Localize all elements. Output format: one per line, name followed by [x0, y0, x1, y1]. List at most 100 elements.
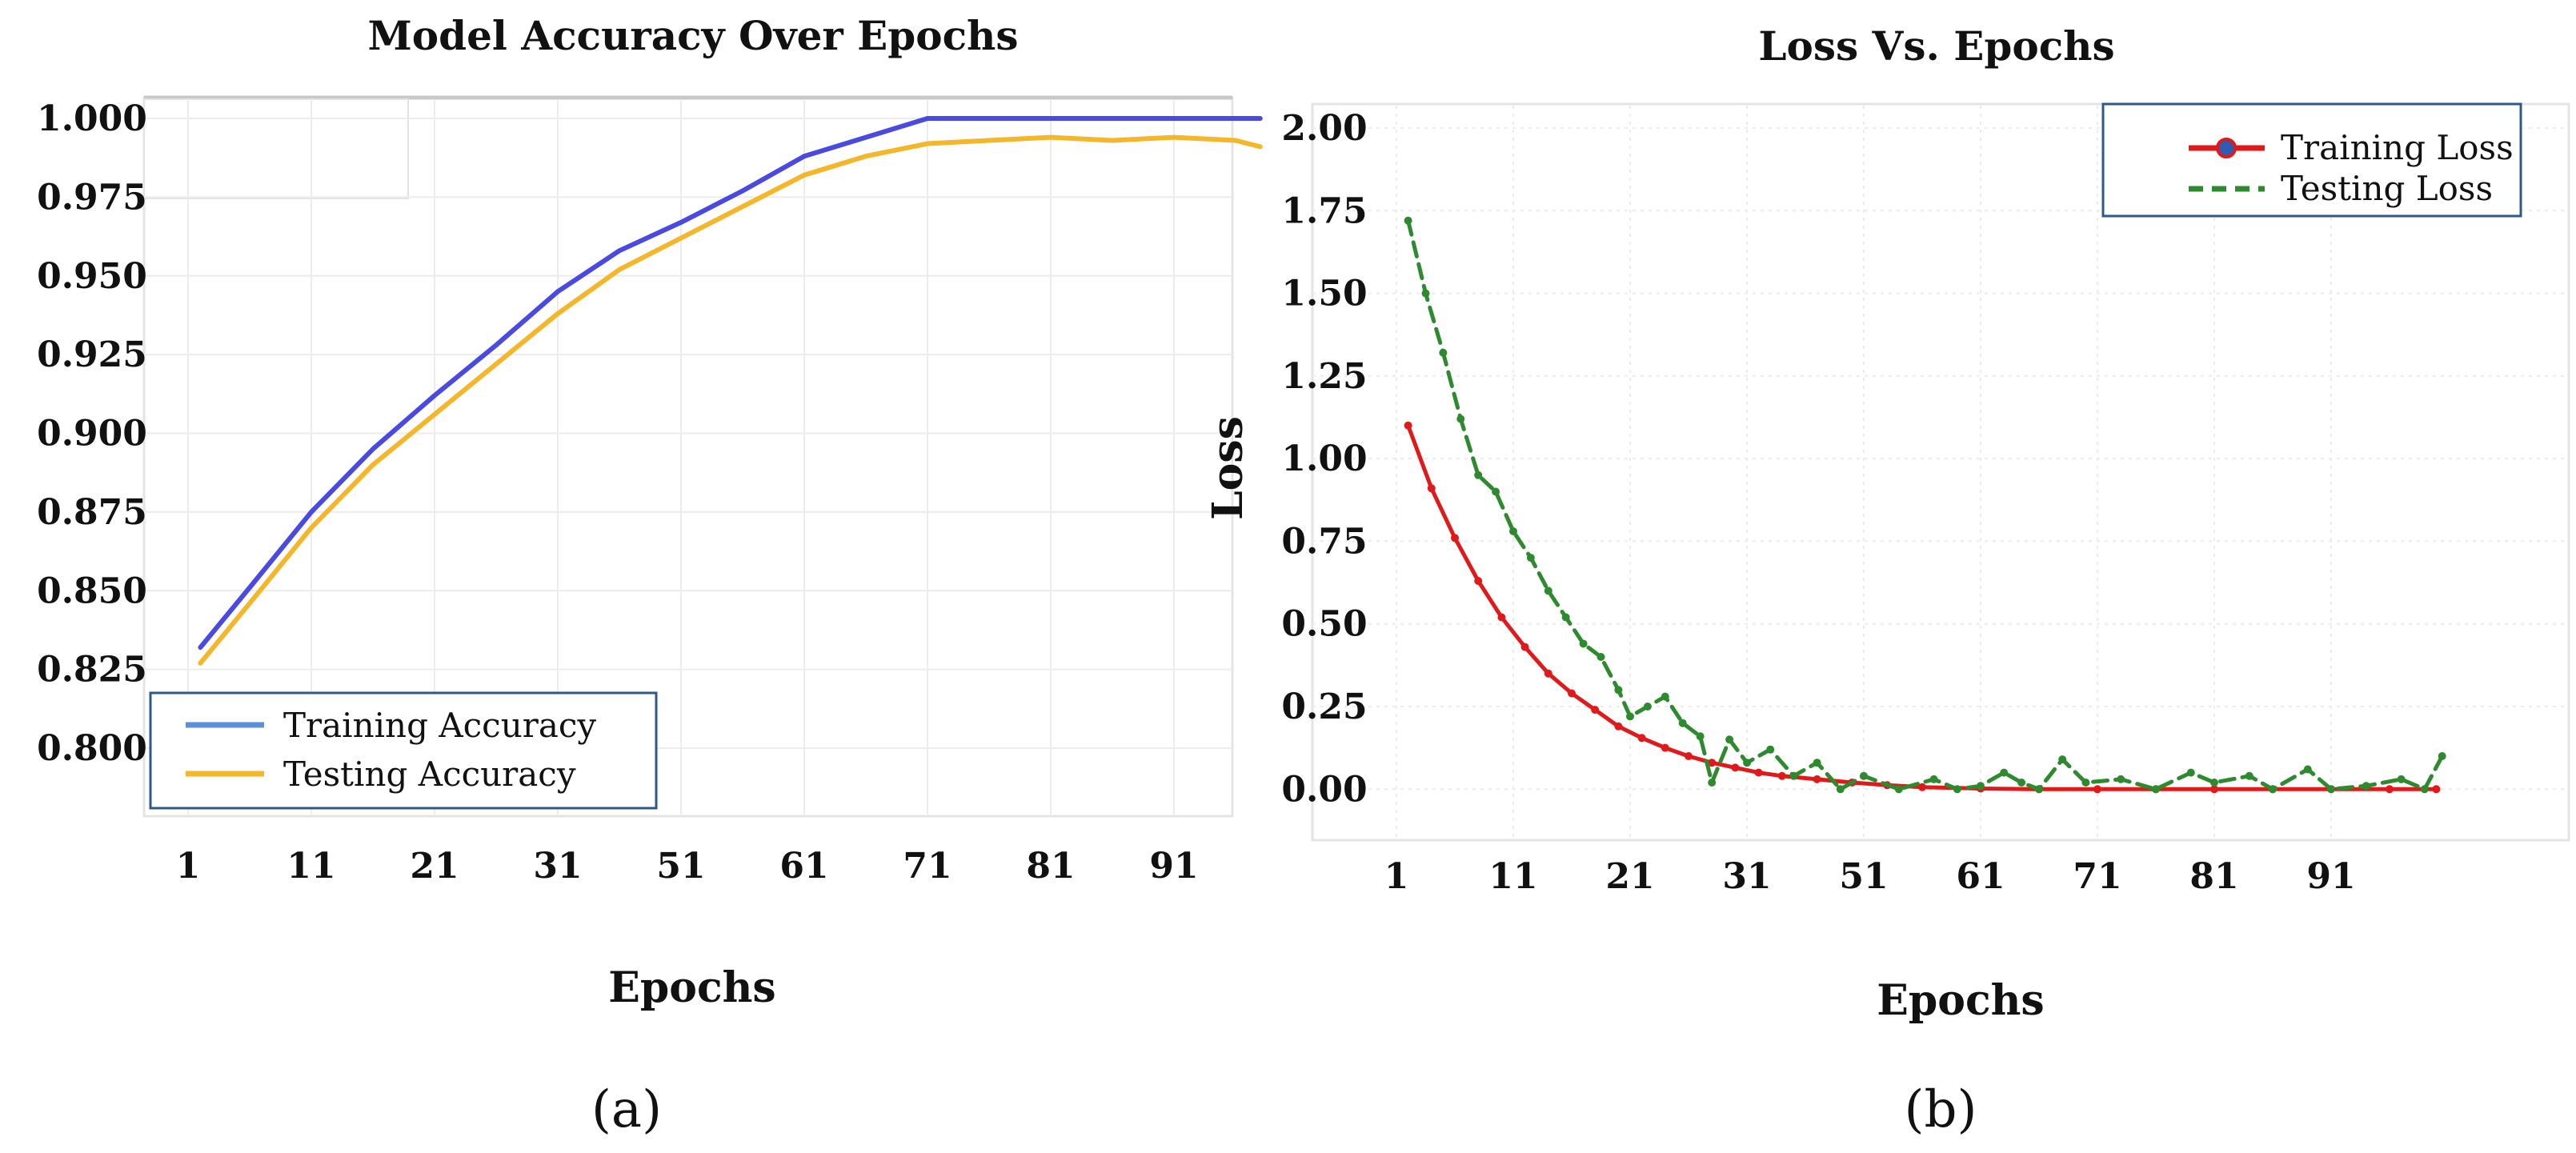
- loss-point-testing-loss-14: [1643, 703, 1652, 711]
- loss-point-testing-loss-45: [2420, 785, 2429, 794]
- accuracy-x-tick-21: 21: [410, 846, 459, 887]
- loss-point-testing-loss-0: [1404, 216, 1412, 225]
- loss-point-testing-loss-31: [2017, 779, 2026, 787]
- panel-a-caption: (a): [591, 1080, 662, 1139]
- accuracy-series: [198, 116, 1263, 666]
- loss-x-tick-71: 71: [2073, 856, 2121, 897]
- loss-x-tick-21: 21: [1605, 856, 1654, 897]
- loss-point-testing-loss-22: [1789, 771, 1798, 780]
- loss-point-testing-loss-25: [1860, 771, 1868, 780]
- loss-point-training-loss-29: [2432, 785, 2441, 794]
- accuracy-x-tick-81: 81: [1026, 846, 1075, 887]
- accuracy-x-tick-1: 1: [176, 846, 201, 887]
- loss-x-tick-81: 81: [2189, 856, 2238, 897]
- loss-point-testing-loss-2: [1439, 348, 1448, 357]
- accuracy-x-tick-labels: 1 11 21 31 51 61 71 81 91: [176, 846, 1199, 887]
- accuracy-y-tick-0-825: 0.825: [37, 650, 147, 691]
- loss-point-training-loss-25: [2210, 785, 2218, 794]
- loss-point-testing-loss-38: [2210, 779, 2218, 787]
- loss-point-testing-loss-4: [1474, 470, 1483, 479]
- loss-y-tick-1-50: 1.50: [1281, 274, 1367, 314]
- loss-x-tick-51: 51: [1839, 856, 1888, 897]
- accuracy-ghost-box: [143, 98, 409, 199]
- loss-point-testing-loss-23: [1813, 759, 1821, 767]
- loss-point-testing-loss-40: [2269, 785, 2277, 794]
- loss-y-tick-0-00: 0.00: [1281, 769, 1367, 810]
- accuracy-y-tick-0-850: 0.850: [37, 570, 147, 611]
- accuracy-y-tick-labels: 0.800 0.825 0.850 0.875 0.900 0.925 0.950 0.975…: [37, 98, 147, 769]
- loss-plot-area: [1311, 102, 2570, 842]
- loss-chart: Loss Vs. Epochs 0.00 0.25 0.50 0.75 1.00 1.25…: [1204, 22, 2570, 1139]
- loss-x-tick-11: 11: [1488, 856, 1537, 897]
- loss-point-testing-loss-15: [1661, 692, 1669, 701]
- loss-point-testing-loss-19: [1725, 735, 1734, 744]
- loss-point-training-loss-8: [1591, 706, 1600, 715]
- loss-point-testing-loss-11: [1596, 653, 1605, 661]
- loss-point-training-loss-10: [1637, 734, 1646, 743]
- loss-y-tick-0-75: 0.75: [1281, 521, 1367, 562]
- loss-point-training-loss-9: [1614, 722, 1623, 731]
- loss-point-training-loss-11: [1661, 743, 1669, 752]
- loss-point-testing-loss-24: [1836, 785, 1845, 794]
- loss-point-testing-loss-44: [2397, 775, 2406, 783]
- loss-point-testing-loss-37: [2186, 768, 2195, 777]
- accuracy-chart: Model Accuracy Over Epochs 0.8000.8250.8…: [37, 12, 1263, 1139]
- loss-point-testing-loss-28: [1953, 785, 1961, 794]
- loss-point-training-loss-1: [1427, 484, 1436, 493]
- loss-point-testing-loss-21: [1766, 745, 1775, 754]
- loss-point-testing-loss-30: [2000, 768, 2009, 777]
- loss-point-testing-loss-9: [1561, 613, 1570, 622]
- loss-legend-box: [2101, 102, 2522, 218]
- loss-point-testing-loss-41: [2303, 765, 2312, 774]
- loss-point-training-loss-17: [1813, 775, 1821, 783]
- loss-point-training-loss-3: [1474, 577, 1483, 585]
- loss-point-training-loss-15: [1754, 768, 1763, 777]
- loss-point-testing-loss-46: [2438, 752, 2446, 760]
- loss-point-testing-loss-26: [1894, 785, 1903, 794]
- loss-point-testing-loss-12: [1614, 686, 1623, 695]
- accuracy-y-tick-0-875: 0.875: [37, 492, 147, 533]
- accuracy-x-tick-11: 11: [286, 846, 335, 887]
- loss-point-testing-loss-7: [1526, 554, 1535, 562]
- loss-x-tick-91: 91: [2306, 856, 2355, 897]
- accuracy-legend-label-training: Training Accuracy: [283, 706, 596, 745]
- loss-point-training-loss-23: [2093, 785, 2101, 794]
- accuracy-legend-box: [149, 691, 658, 810]
- loss-chart-title: Loss Vs. Epochs: [1758, 22, 2114, 70]
- accuracy-x-tick-91: 91: [1149, 846, 1198, 887]
- accuracy-x-axis-label: Epochs: [608, 963, 775, 1012]
- loss-y-tick-1-25: 1.25: [1281, 356, 1367, 397]
- accuracy-y-tick-1-000: 1.000: [37, 98, 147, 139]
- loss-point-training-loss-5: [1520, 643, 1529, 651]
- loss-y-tick-labels: 0.00 0.25 0.50 0.75 1.00 1.25 1.50 1.75 2.00: [1281, 108, 1367, 810]
- accuracy-legend-label-testing: Testing Accuracy: [283, 755, 576, 794]
- loss-point-training-loss-0: [1404, 421, 1412, 430]
- loss-point-training-loss-4: [1497, 613, 1506, 622]
- loss-point-training-loss-2: [1451, 534, 1459, 542]
- loss-point-testing-loss-6: [1509, 527, 1517, 535]
- loss-point-training-loss-6: [1544, 669, 1552, 678]
- loss-point-testing-loss-20: [1743, 759, 1751, 767]
- loss-point-training-loss-28: [2386, 785, 2394, 794]
- loss-point-testing-loss-34: [2081, 779, 2090, 787]
- accuracy-y-tick-0-975: 0.975: [37, 177, 147, 218]
- loss-y-tick-1-75: 1.75: [1281, 190, 1367, 231]
- loss-point-testing-loss-13: [1626, 712, 1634, 721]
- loss-point-testing-loss-1: [1421, 289, 1430, 298]
- loss-point-training-loss-13: [1708, 759, 1717, 767]
- loss-x-tick-labels: 1 11 21 31 51 61 71 81 91: [1384, 856, 2356, 897]
- loss-point-testing-loss-43: [2362, 782, 2370, 791]
- loss-x-tick-31: 31: [1722, 856, 1771, 897]
- loss-point-testing-loss-35: [2117, 775, 2125, 783]
- loss-point-training-loss-20: [1918, 783, 1926, 791]
- accuracy-y-tick-0-925: 0.925: [37, 334, 147, 375]
- loss-line-training-loss: [1406, 423, 2438, 791]
- loss-y-tick-1-00: 1.00: [1281, 438, 1367, 479]
- loss-x-axis-label: Epochs: [1877, 976, 2044, 1025]
- accuracy-y-tick-0-800: 0.800: [37, 728, 147, 769]
- loss-point-testing-loss-17: [1696, 732, 1705, 741]
- loss-point-testing-loss-32: [2035, 785, 2043, 794]
- loss-point-testing-loss-3: [1456, 414, 1465, 423]
- accuracy-legend: Training Accuracy Testing Accuracy: [149, 691, 658, 810]
